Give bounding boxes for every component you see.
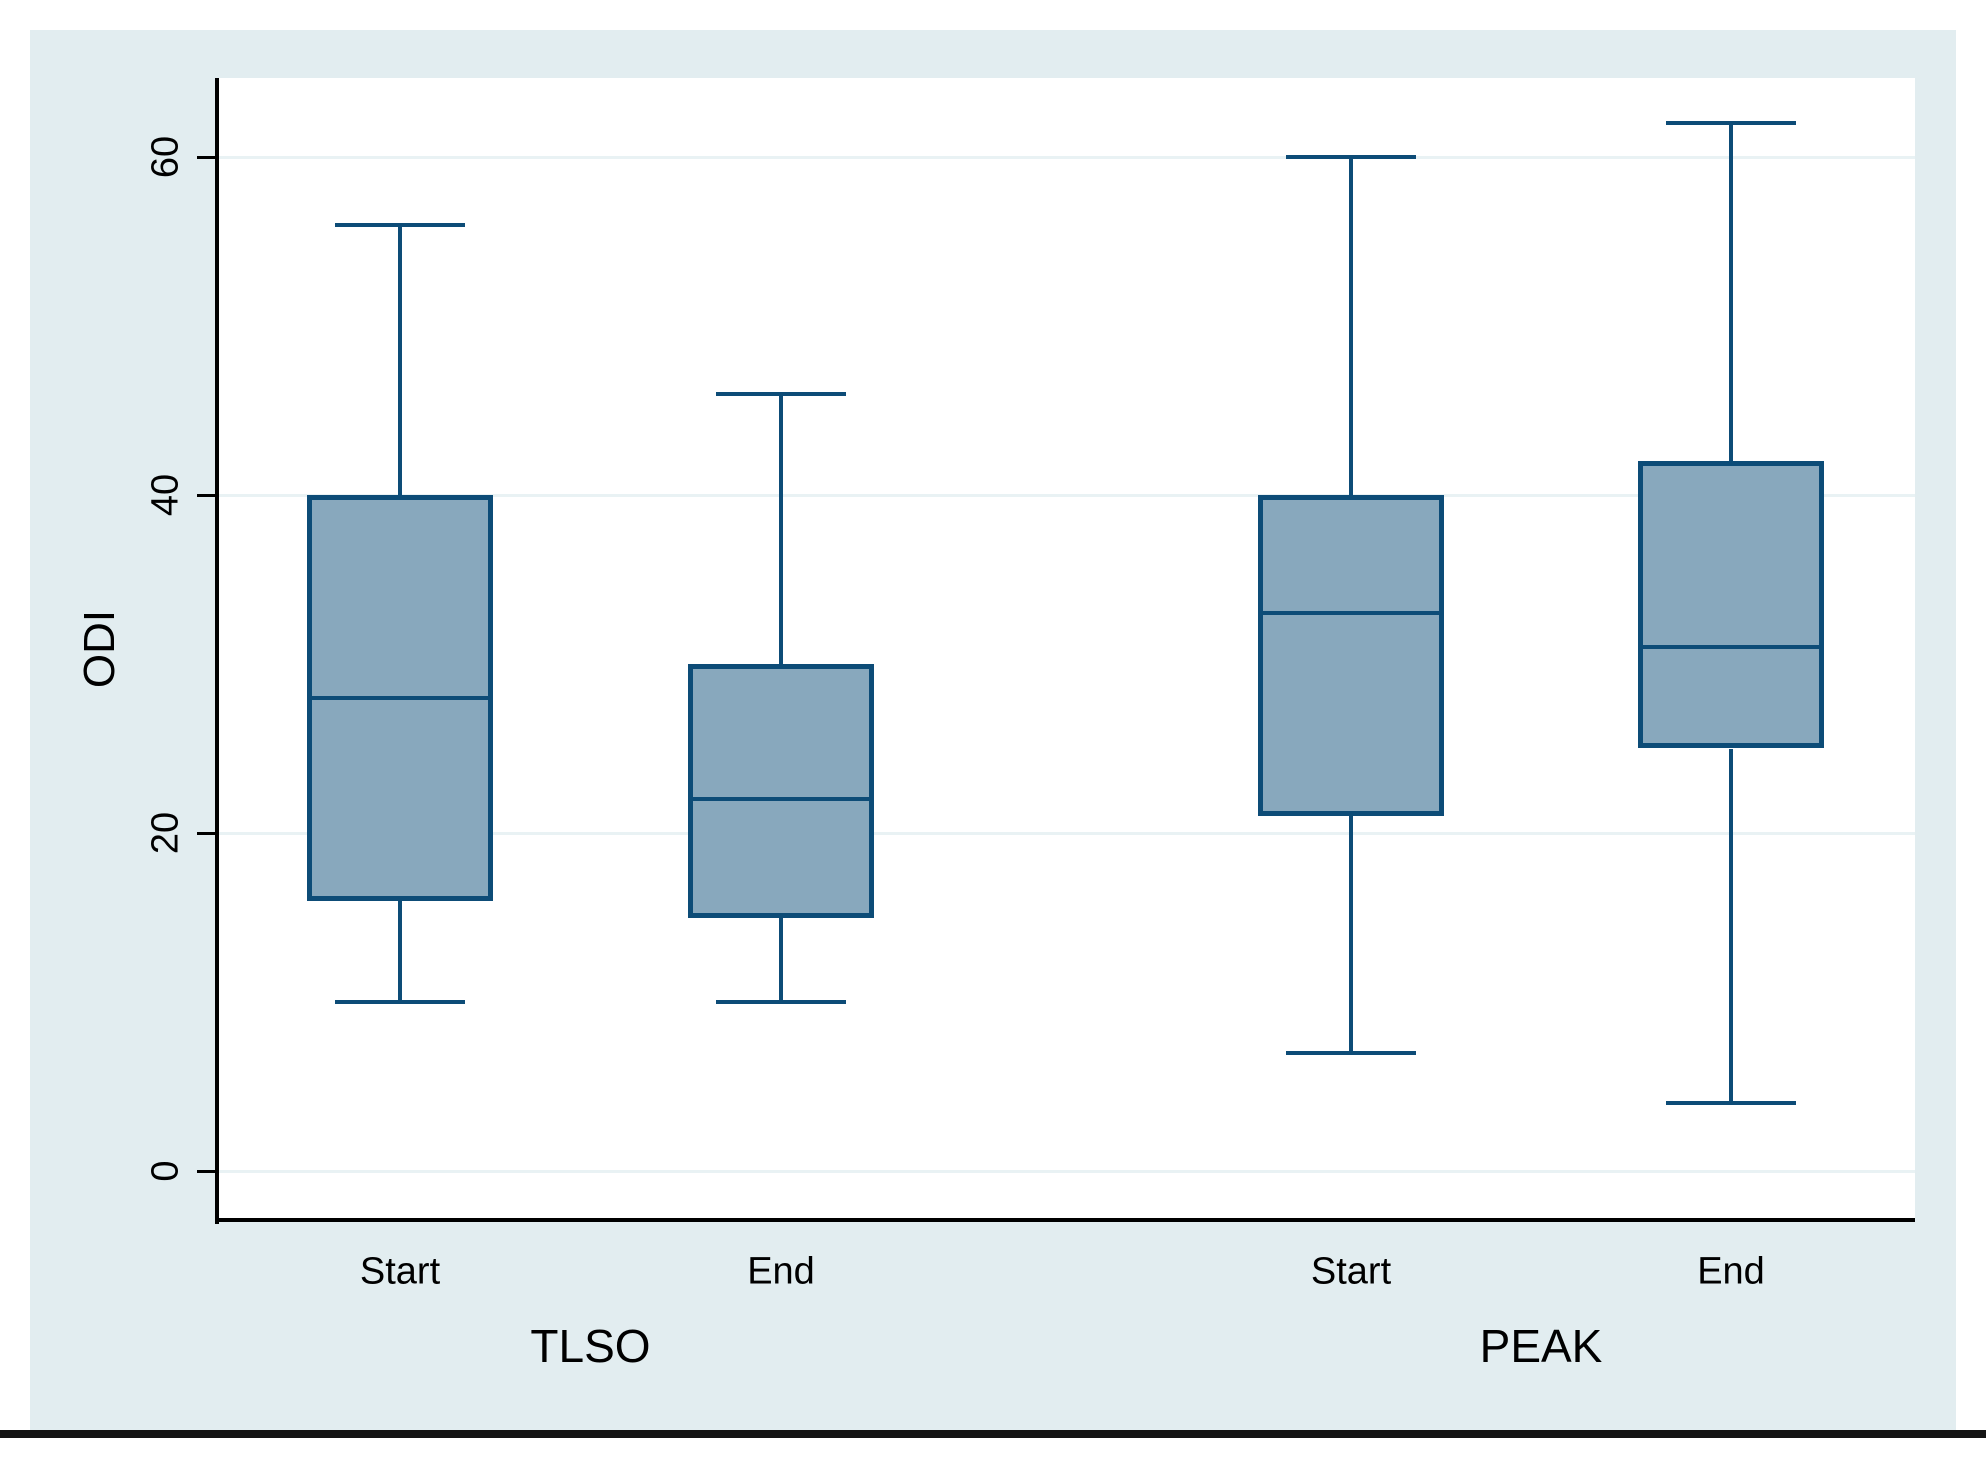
y-gridline [217, 831, 1915, 835]
lower-whisker-cap [335, 1000, 465, 1004]
group-label: TLSO [530, 1320, 651, 1372]
y-gridline [217, 155, 1915, 159]
x-tick-label: Start [1310, 1250, 1392, 1293]
x-tick-label: Start [359, 1250, 441, 1293]
median-line [1643, 645, 1819, 650]
iqr-box [1258, 495, 1444, 817]
median-line [1263, 611, 1439, 616]
upper-whisker-cap [1666, 121, 1796, 126]
y-tick-mark [197, 155, 217, 159]
lower-whisker-cap [1286, 1050, 1416, 1055]
x-axis-spine [215, 1218, 1915, 1222]
y-tick-label: 20 [144, 811, 187, 855]
x-tick-label: End [1697, 1250, 1765, 1293]
upper-whisker-cap [716, 391, 846, 396]
upper-whisker-line [1729, 123, 1733, 462]
group-label: PEAK [1479, 1320, 1603, 1372]
x-tick-label: End [747, 1250, 815, 1293]
lower-whisker-cap [716, 1000, 846, 1004]
upper-whisker-cap [335, 222, 465, 227]
plot-area [217, 78, 1915, 1220]
figure-bottom-rule [0, 1430, 1986, 1438]
upper-whisker-line [398, 224, 402, 495]
y-gridline [217, 493, 1915, 497]
y-tick-mark [197, 831, 217, 835]
lower-whisker-cap [1666, 1101, 1796, 1106]
iqr-box [1638, 461, 1824, 749]
median-line [312, 695, 488, 700]
upper-whisker-line [779, 393, 783, 664]
lower-whisker-line [398, 900, 402, 1002]
median-line [693, 797, 869, 802]
lower-whisker-line [779, 917, 783, 1002]
y-tick-label: 40 [144, 473, 187, 517]
upper-whisker-cap [1286, 155, 1416, 159]
lower-whisker-line [1349, 816, 1353, 1053]
y-gridline [217, 1169, 1915, 1173]
y-tick-mark [197, 493, 217, 497]
y-tick-label: 60 [144, 135, 187, 179]
y-tick-label: 0 [144, 1160, 187, 1182]
lower-whisker-line [1729, 748, 1733, 1104]
y-axis-spine [215, 78, 219, 1224]
y-axis-title: ODI [75, 609, 124, 689]
iqr-box [688, 664, 874, 918]
upper-whisker-line [1349, 157, 1353, 495]
y-tick-mark [197, 1169, 217, 1173]
